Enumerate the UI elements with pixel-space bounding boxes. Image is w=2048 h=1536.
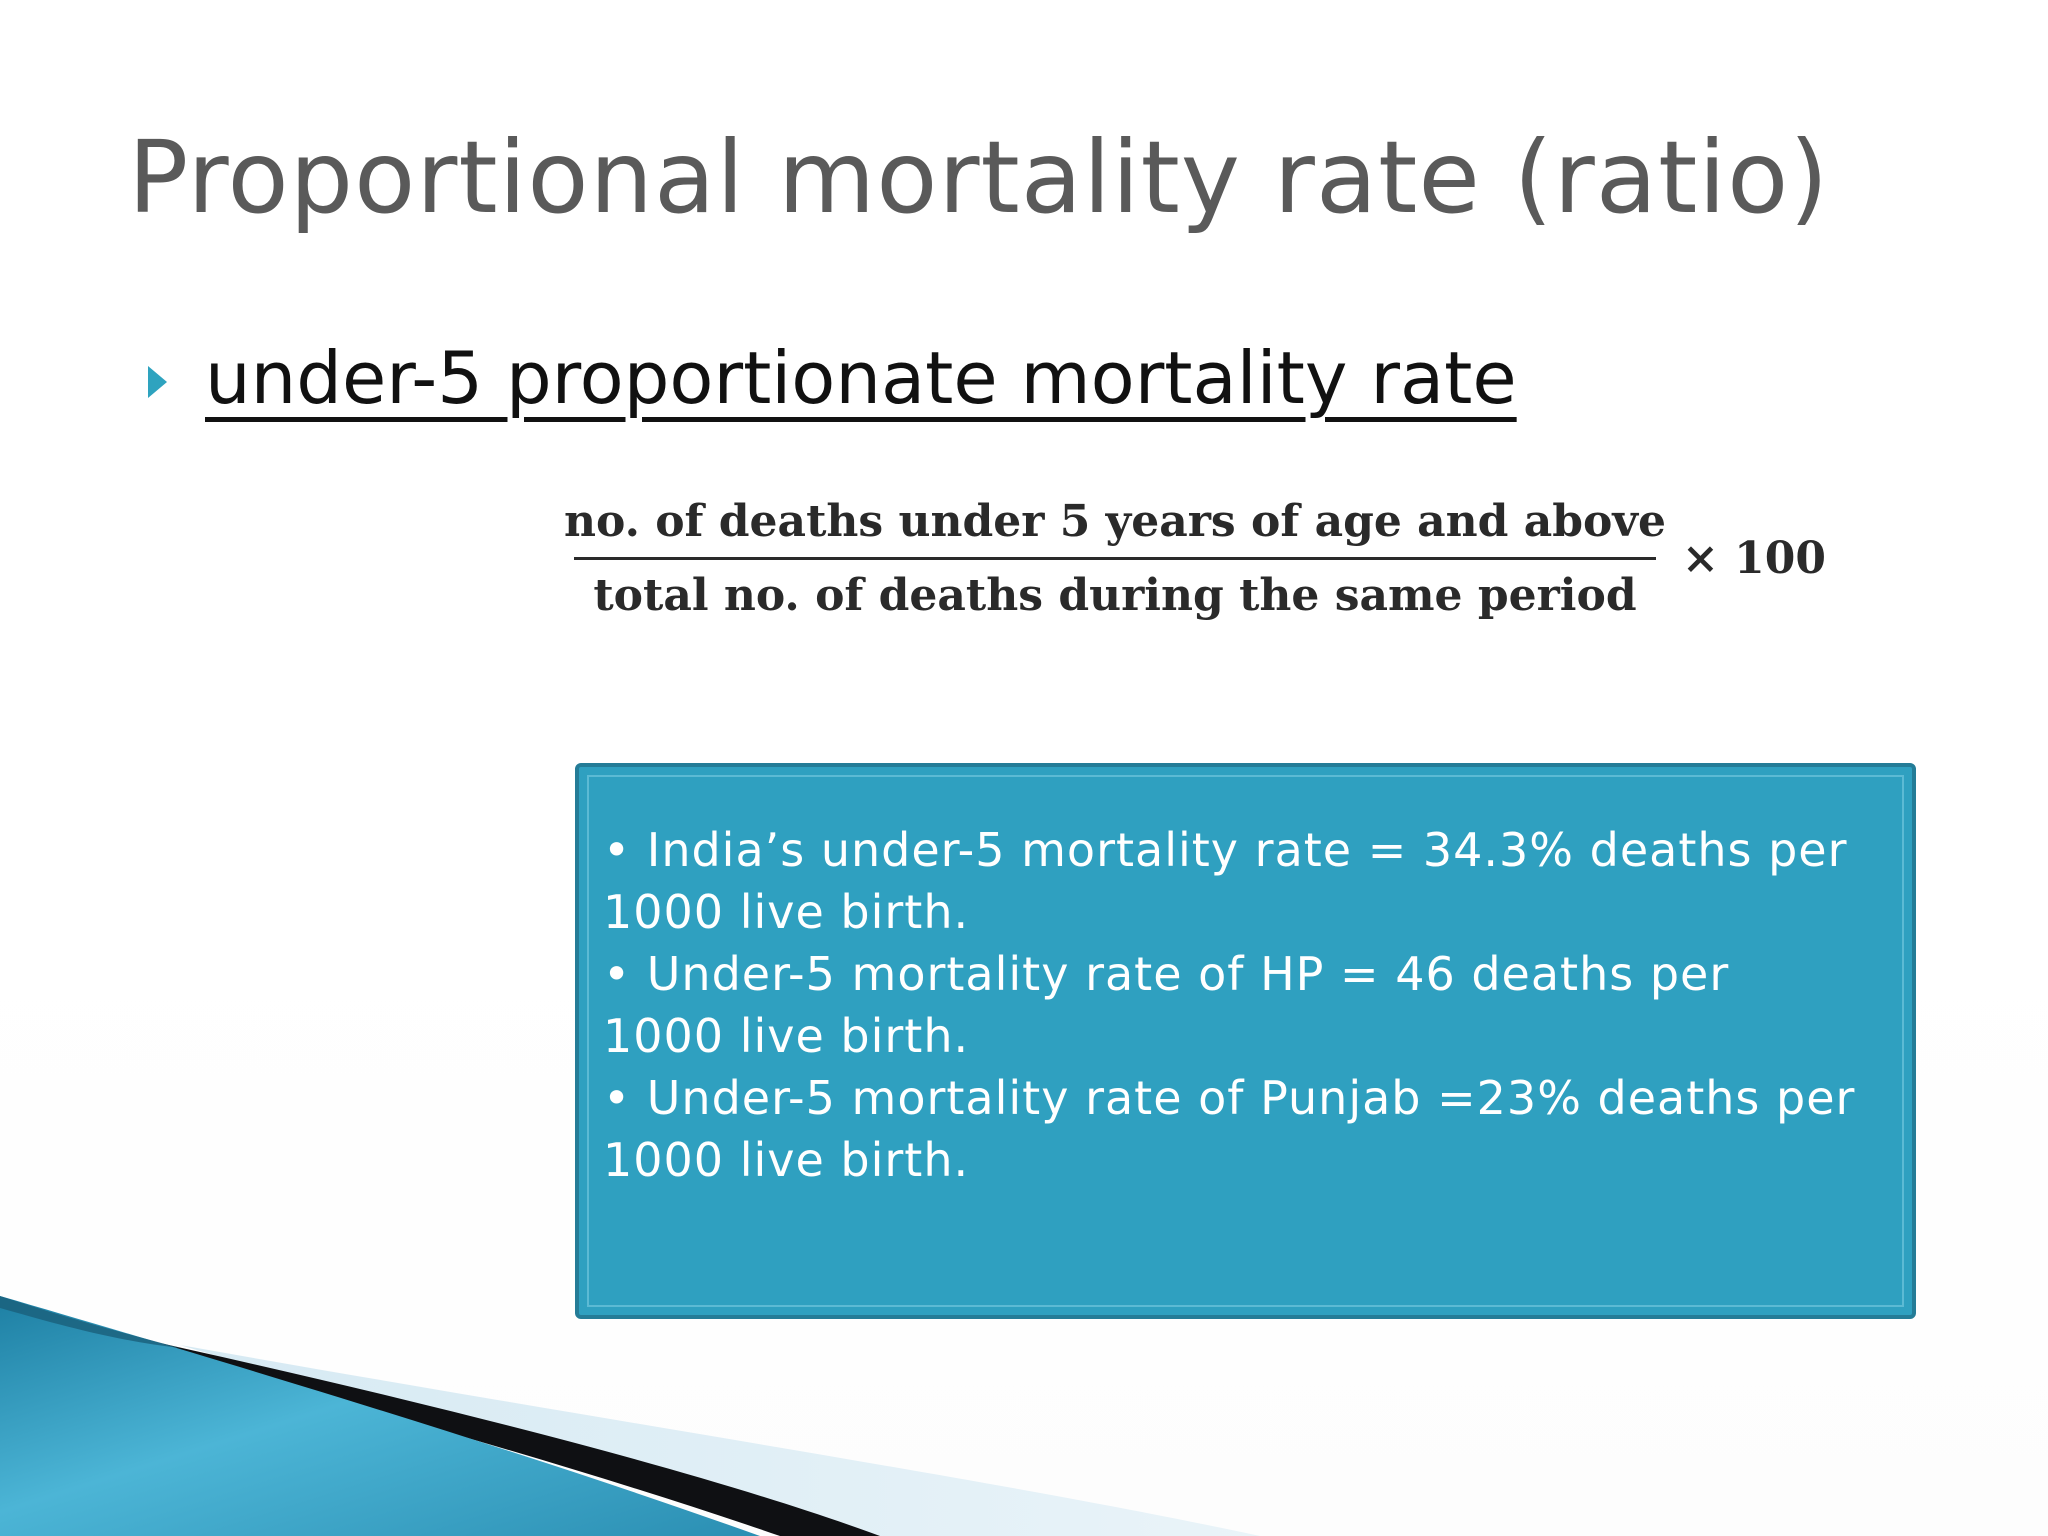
slide-title: Proportional mortality rate (ratio) [128, 119, 1830, 236]
formula-numerator: no. of deaths under 5 years of age and a… [564, 496, 1666, 547]
formula: no. of deaths under 5 years of age and a… [562, 496, 1826, 621]
info-box-inner-border [587, 775, 1904, 1307]
bullet-heading: under-5 proportionate mortality rate [148, 336, 1517, 420]
info-box: • India’s under-5 mortality rate = 34.3%… [575, 763, 1916, 1319]
formula-denominator: total no. of deaths during the same peri… [593, 570, 1637, 621]
bullet-heading-text: under-5 proportionate mortality rate [205, 336, 1517, 420]
info-list: • India’s under-5 mortality rate = 34.3%… [603, 819, 1903, 1191]
triangle-right-icon [148, 366, 167, 398]
fraction-line [573, 557, 1656, 560]
formula-multiplier: × 100 [1681, 533, 1826, 584]
info-item-hp: • Under-5 mortality rate of HP = 46 deat… [603, 947, 1730, 1063]
info-item-punjab: • Under-5 mortality rate of Punjab =23% … [603, 1071, 1856, 1187]
formula-fraction: no. of deaths under 5 years of age and a… [562, 496, 1668, 621]
info-item-india: • India’s under-5 mortality rate = 34.3%… [603, 823, 1848, 939]
